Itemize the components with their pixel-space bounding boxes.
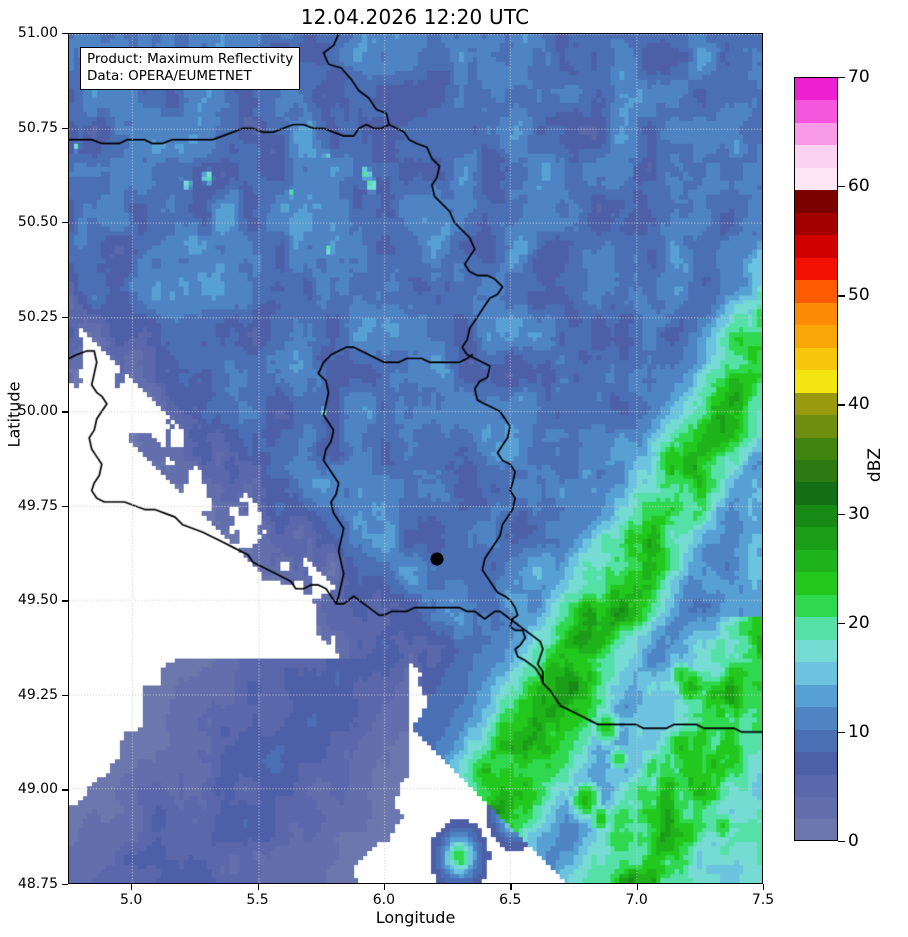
colorbar-tick-mark <box>838 622 845 624</box>
colorbar-band <box>795 190 837 213</box>
colorbar-band <box>795 774 837 797</box>
colorbar-band <box>795 437 837 460</box>
radar-station-marker[interactable] <box>430 552 444 566</box>
colorbar-band <box>795 347 837 371</box>
y-axis-tick-mark <box>62 127 68 129</box>
colorbar-tick-mark <box>838 404 845 406</box>
y-axis-tick-mark <box>62 694 68 697</box>
y-axis-tick-labels: 51.00 50.75 50.50 50.25 50.00 49.75 49.50 49.25… <box>0 0 58 937</box>
y-axis-tick-label: 49.25 <box>17 686 58 703</box>
colorbar-tick-label: 30 <box>848 503 870 524</box>
colorbar-band <box>795 302 837 326</box>
colorbar-band <box>795 280 837 303</box>
y-axis-tick-label: 50.50 <box>17 214 58 231</box>
y-axis-tick-label: 49.50 <box>17 592 58 609</box>
x-axis-tick-mark <box>510 884 512 890</box>
x-axis-tick-label: 6.5 <box>499 892 522 908</box>
colorbar-band <box>795 145 837 168</box>
colorbar-tick-label: 50 <box>848 285 870 306</box>
map-plot-area[interactable] <box>68 33 763 884</box>
colorbar-tick-label: 20 <box>848 612 870 633</box>
y-axis-title: Latitude <box>4 381 24 448</box>
colorbar-band <box>795 325 837 348</box>
colorbar-band <box>795 617 837 640</box>
colorbar-tick-mark <box>838 186 845 188</box>
colorbar-band <box>795 707 837 730</box>
x-axis-tick-mark <box>383 884 386 890</box>
colorbar-tick-mark <box>838 513 845 515</box>
y-axis-tick-mark <box>62 600 68 602</box>
colorbar-band <box>795 572 837 595</box>
y-axis-tick-mark <box>62 33 68 35</box>
colorbar <box>794 77 838 841</box>
y-axis-tick-label: 51.00 <box>17 25 58 41</box>
x-axis-title: Longitude <box>375 908 456 927</box>
x-axis-tick-mark <box>257 884 259 890</box>
y-axis-tick-label: 50.75 <box>17 119 58 136</box>
colorbar-band <box>795 370 837 393</box>
y-axis-tick-label: 48.75 <box>17 876 58 892</box>
colorbar-band <box>795 752 837 775</box>
colorbar-tick-label: 70 <box>848 67 870 87</box>
colorbar-band <box>795 257 837 281</box>
colorbar-tick-label: 40 <box>848 394 870 415</box>
colorbar-band <box>795 594 837 618</box>
y-axis-tick-mark <box>62 411 68 413</box>
colorbar-tick-mark <box>838 841 845 843</box>
colorbar-band <box>795 415 837 438</box>
colorbar-tick-label: 0 <box>848 831 859 851</box>
colorbar-band <box>795 819 837 840</box>
colorbar-band <box>795 235 837 258</box>
y-axis-tick-mark <box>62 222 68 224</box>
colorbar-band <box>795 662 837 685</box>
colorbar-band <box>795 729 837 753</box>
y-axis-tick-mark <box>62 505 68 508</box>
colorbar-tick-mark <box>838 77 845 79</box>
y-axis-tick-mark <box>62 884 68 886</box>
y-axis-tick-label: 49.00 <box>17 781 58 798</box>
product-info-box: Product: Maximum Reflectivity Data: OPER… <box>80 47 301 90</box>
colorbar-tick-label: 10 <box>848 721 870 742</box>
colorbar-band <box>795 167 837 191</box>
lat-lon-gridlines <box>69 34 762 883</box>
x-axis-tick-label: 7.0 <box>625 892 648 908</box>
x-axis-tick-mark <box>636 884 638 890</box>
colorbar-band <box>795 100 837 123</box>
page-title: 12.04.2026 12:20 UTC <box>300 5 530 29</box>
colorbar-tick-mark <box>838 295 845 297</box>
x-axis-tick-label: 6.0 <box>372 892 396 908</box>
colorbar-band <box>795 122 837 146</box>
colorbar-band <box>795 504 837 528</box>
colorbar-band <box>795 797 837 820</box>
y-axis-tick-mark <box>62 789 68 791</box>
y-axis-tick-label: 49.75 <box>17 497 58 514</box>
colorbar-band <box>795 549 837 573</box>
colorbar-band <box>795 212 837 236</box>
x-axis-tick-mark <box>763 884 765 890</box>
colorbar-band <box>795 459 837 483</box>
info-data-line: Data: OPERA/EUMETNET <box>87 68 252 84</box>
colorbar-tick-label: 60 <box>848 176 870 197</box>
x-axis-tick-mark <box>131 884 133 890</box>
colorbar-band <box>795 639 837 663</box>
x-axis-tick-label: 5.0 <box>120 892 143 908</box>
colorbar-band <box>795 482 837 505</box>
colorbar-title: dBZ <box>865 447 885 483</box>
x-axis-tick-label: 5.5 <box>246 892 269 908</box>
colorbar-band <box>795 527 837 550</box>
y-axis-tick-label: 50.25 <box>17 308 58 325</box>
info-product-line: Product: Maximum Reflectivity <box>87 51 294 67</box>
colorbar-tick-mark <box>838 731 845 734</box>
colorbar-band <box>795 392 837 416</box>
y-axis-tick-mark <box>62 316 68 318</box>
colorbar-band <box>795 78 837 101</box>
colorbar-band <box>795 684 837 708</box>
x-axis-tick-label: 7.5 <box>751 892 775 908</box>
y-axis-tick-label: 50.00 <box>17 403 58 420</box>
